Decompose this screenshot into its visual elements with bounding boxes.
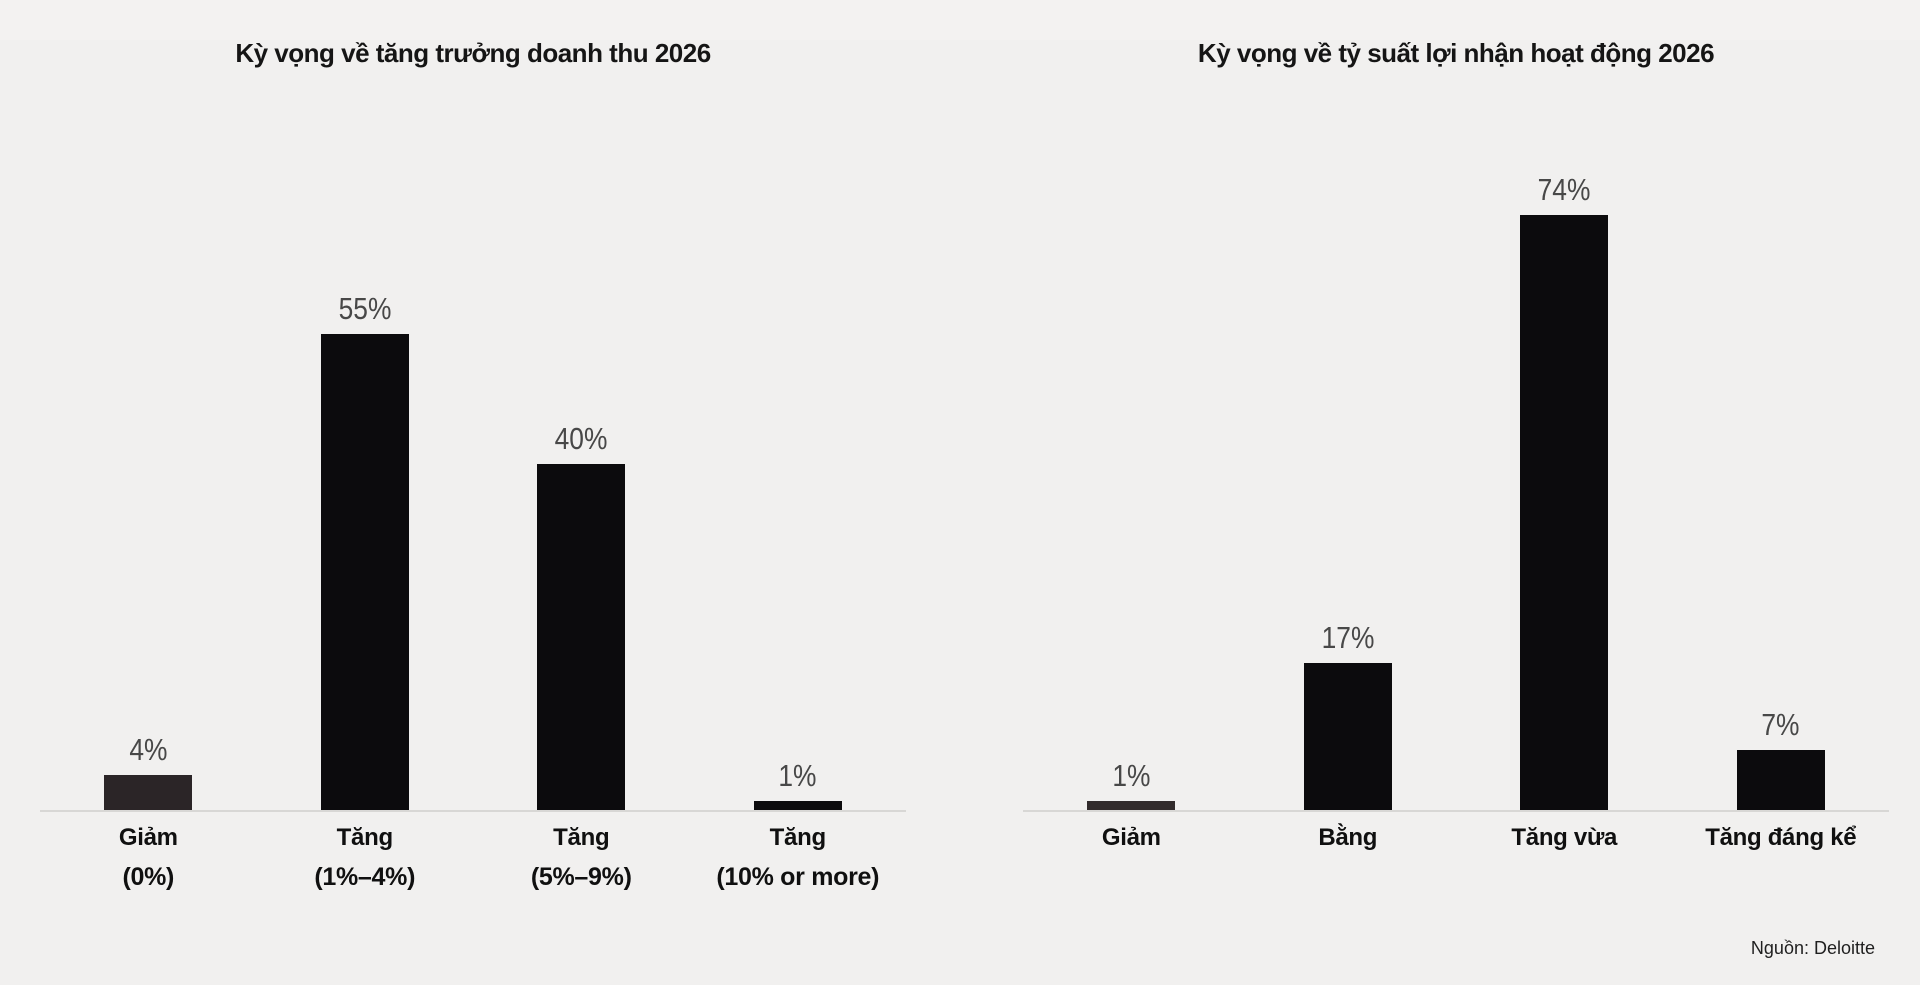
category-label-line1: Tăng — [769, 824, 826, 851]
bar-value-label: 4% — [129, 732, 168, 768]
bar-group: 1% — [1023, 172, 1239, 810]
bar — [1520, 215, 1609, 810]
bar-group: 55% — [257, 172, 473, 810]
category-label: Giảm — [1023, 824, 1239, 852]
category-label-line2: (1%–4%) — [314, 863, 416, 891]
plot-area: 4% 55% 40% 1% — [40, 172, 906, 812]
category-axis: Giảm (0%) Tăng (1%–4%) Tăng (5%–9%) Tăng (10% o… — [40, 824, 906, 892]
bar-group: 1% — [690, 172, 906, 810]
plot-area: 1% 17% 74% 7% — [1023, 172, 1889, 812]
category-label-line1: Tăng đáng kể — [1705, 824, 1857, 851]
revenue-growth-chart: Kỳ vọng về tăng trưởng doanh thu 2026 4%… — [40, 0, 906, 940]
bar-group: 40% — [473, 172, 689, 810]
bar-value-label: 74% — [1537, 172, 1591, 207]
category-label: Tăng (1%–4%) — [257, 824, 473, 892]
category-axis: Giảm Bằng Tăng vừa Tăng đáng kể — [1023, 824, 1889, 852]
category-label-line2: (5%–9%) — [530, 863, 632, 891]
bar — [104, 775, 193, 810]
bar-group: 17% — [1240, 172, 1456, 810]
category-label-line2: (10% or more) — [716, 863, 880, 891]
bar — [537, 464, 626, 810]
category-label: Tăng (10% or more) — [690, 824, 906, 892]
bar — [1303, 663, 1392, 810]
bar-group: 4% — [40, 172, 256, 810]
category-label: Bằng — [1240, 824, 1456, 852]
bar — [1736, 749, 1825, 810]
operating-margin-chart: Kỳ vọng về tỷ suất lợi nhận hoạt động 20… — [1023, 0, 1889, 940]
bar — [753, 801, 842, 810]
chart-title: Kỳ vọng về tăng trưởng doanh thu 2026 — [235, 38, 711, 68]
category-label-line1: Giảm — [1101, 824, 1161, 851]
category-label-line1: Tăng — [336, 824, 393, 851]
bar — [1087, 801, 1176, 810]
chart-title: Kỳ vọng về tỷ suất lợi nhận hoạt động 20… — [1197, 38, 1715, 68]
bar — [320, 334, 409, 810]
bar-value-label: 1% — [778, 758, 817, 794]
bar-value-label: 40% — [554, 421, 608, 457]
bar-group: 74% — [1456, 172, 1672, 810]
category-label-line1: Giảm — [118, 824, 178, 851]
bar-value-label: 55% — [338, 291, 392, 327]
category-label: Giảm (0%) — [40, 824, 256, 892]
category-label-line1: Bằng — [1318, 824, 1378, 851]
bar-value-label: 17% — [1321, 620, 1375, 655]
category-label: Tăng đáng kể — [1673, 824, 1889, 852]
category-label: Tăng vừa — [1456, 824, 1672, 852]
bar-value-label: 1% — [1112, 758, 1151, 794]
category-label-line2: (0%) — [122, 863, 175, 891]
bar-value-label: 7% — [1761, 706, 1800, 742]
category-label-line1: Tăng — [553, 824, 610, 851]
bar-group: 7% — [1673, 172, 1889, 810]
category-label: Tăng (5%–9%) — [473, 824, 689, 892]
category-label-line1: Tăng vừa — [1511, 824, 1618, 851]
source-note: Nguồn: Deloitte — [1750, 938, 1875, 958]
